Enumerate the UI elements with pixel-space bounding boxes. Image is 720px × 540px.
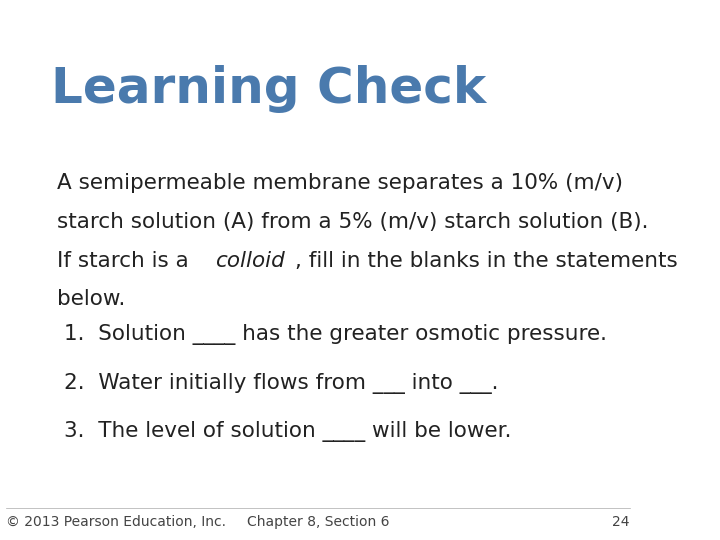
Text: Chapter 8, Section 6: Chapter 8, Section 6: [247, 515, 390, 529]
Text: 24: 24: [613, 515, 630, 529]
Text: Learning Check: Learning Check: [51, 65, 486, 113]
Text: 3.  The level of solution ____ will be lower.: 3. The level of solution ____ will be lo…: [63, 421, 511, 442]
Text: A semipermeable membrane separates a 10% (m/v): A semipermeable membrane separates a 10%…: [58, 173, 624, 193]
Text: If starch is a: If starch is a: [58, 251, 196, 271]
Text: colloid: colloid: [215, 251, 285, 271]
Text: below.: below.: [58, 289, 126, 309]
Text: 2.  Water initially flows from ___ into ___.: 2. Water initially flows from ___ into _…: [63, 373, 498, 394]
Text: 1.  Solution ____ has the greater osmotic pressure.: 1. Solution ____ has the greater osmotic…: [63, 324, 607, 345]
Text: starch solution (A) from a 5% (m/v) starch solution (B).: starch solution (A) from a 5% (m/v) star…: [58, 212, 649, 232]
Text: , fill in the blanks in the statements: , fill in the blanks in the statements: [295, 251, 678, 271]
Text: © 2013 Pearson Education, Inc.: © 2013 Pearson Education, Inc.: [6, 515, 226, 529]
